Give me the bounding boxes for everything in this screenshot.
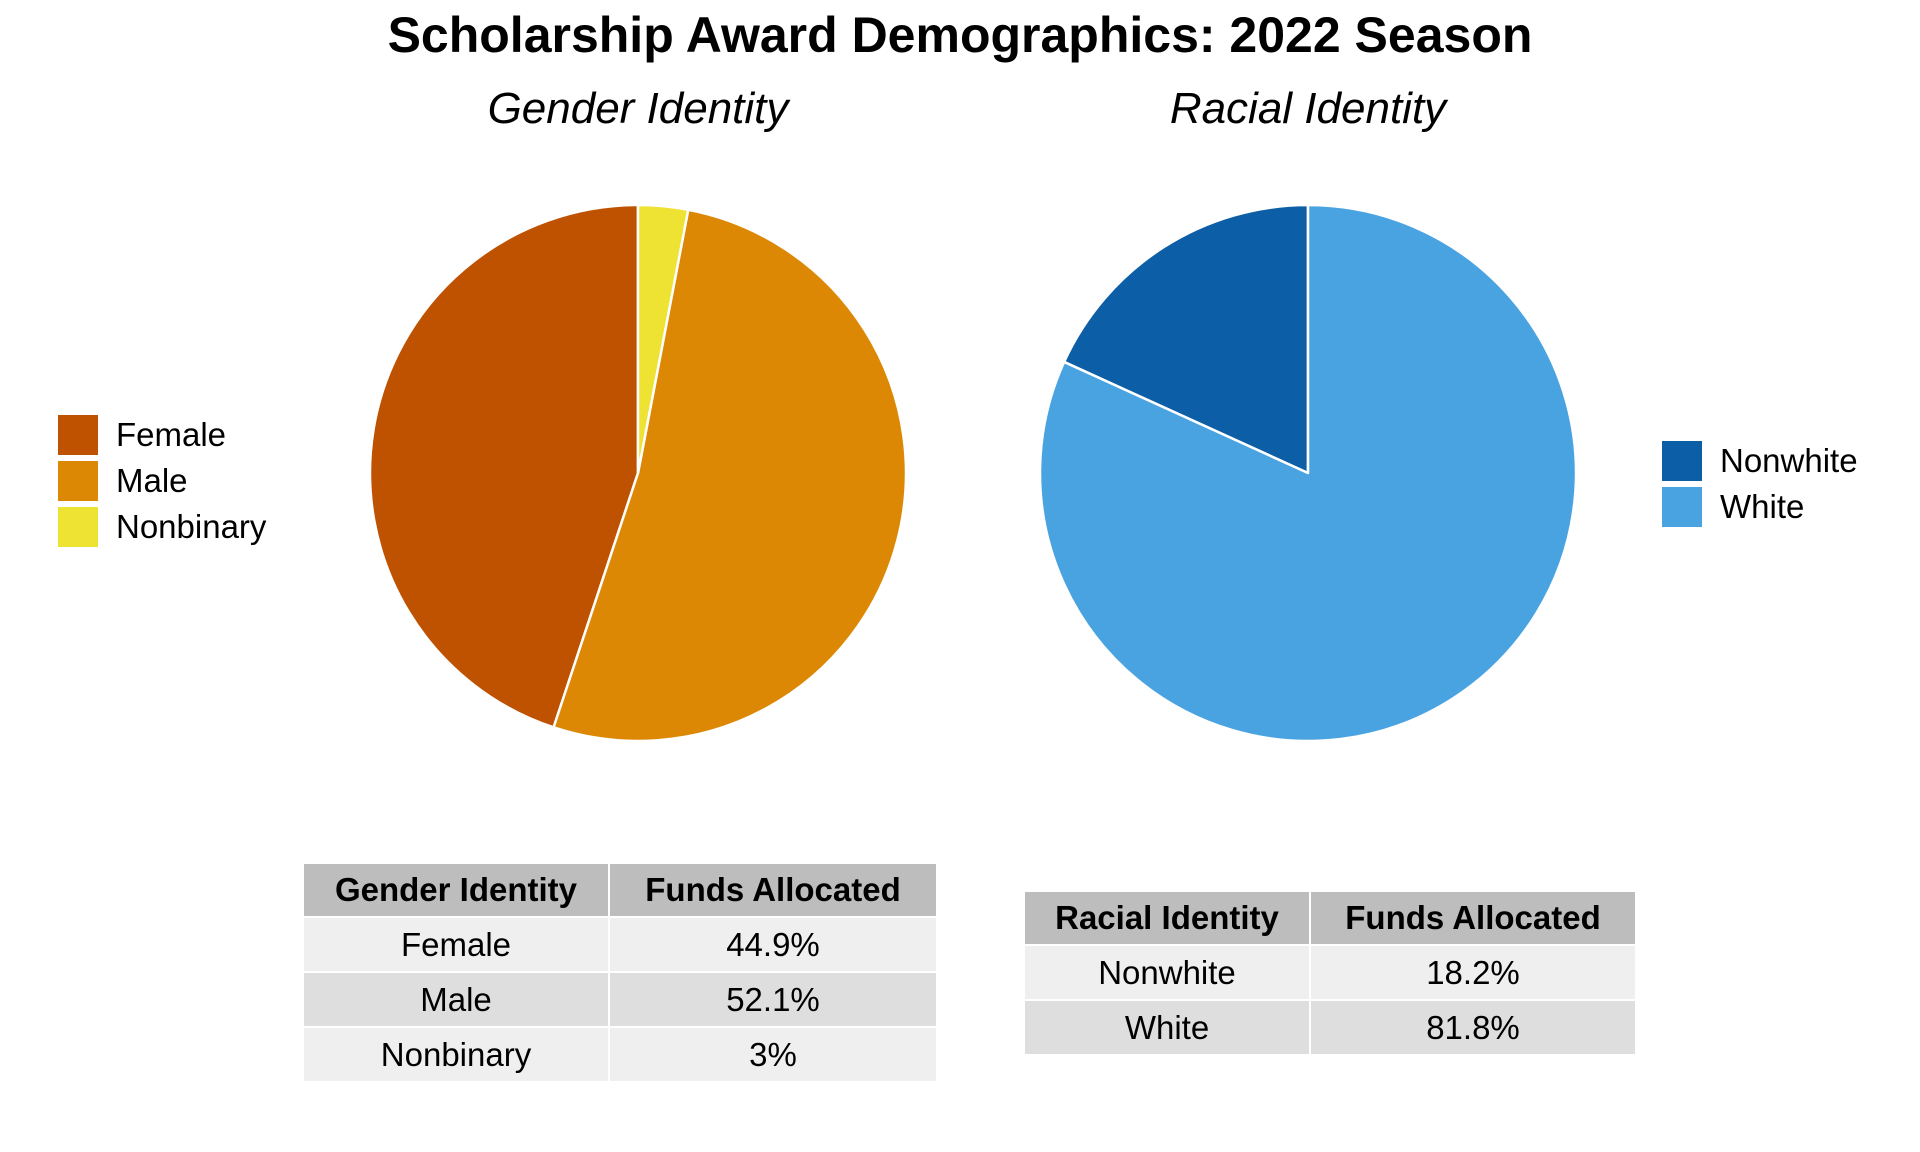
table-row: Male 52.1% — [302, 971, 938, 1028]
pie-slice-white — [1038, 203, 1578, 743]
pie-slice-nonwhite — [1062, 203, 1310, 475]
table-cell-funds: 44.9% — [608, 916, 938, 973]
table-header-funds-allocated: Funds Allocated — [608, 862, 938, 918]
table-row: Nonbinary 3% — [302, 1026, 938, 1083]
table-cell-category: Male — [302, 971, 610, 1028]
table-cell-funds: 18.2% — [1309, 944, 1637, 1001]
table-cell-category: Nonbinary — [302, 1026, 610, 1083]
table-row: White 81.8% — [1023, 999, 1637, 1056]
table-cell-funds: 3% — [608, 1026, 938, 1083]
legend-label-nonbinary: Nonbinary — [116, 508, 267, 545]
table-cell-category: Nonwhite — [1023, 944, 1311, 1001]
race-pie-title: Racial Identity — [1169, 84, 1447, 133]
table-cell-category: White — [1023, 999, 1311, 1056]
race-funds-table: Racial Identity Funds Allocated Nonwhite… — [1023, 890, 1637, 1056]
gender-funds-table: Gender Identity Funds Allocated Female 4… — [302, 862, 938, 1083]
chart-title: Scholarship Award Demographics: 2022 Sea… — [387, 7, 1533, 63]
table-header-row: Gender Identity Funds Allocated — [302, 862, 938, 918]
table-cell-category: Female — [302, 916, 610, 973]
race-pie — [1038, 203, 1578, 743]
legend-swatch-white — [1662, 487, 1702, 527]
table-cell-funds: 52.1% — [608, 971, 938, 1028]
legend-label-female: Female — [116, 416, 227, 453]
legend-swatch-nonbinary — [58, 507, 98, 547]
legend-swatch-female — [58, 415, 98, 455]
table-row: Female 44.9% — [302, 916, 938, 973]
gender-pie — [368, 203, 908, 743]
table-header-funds-allocated: Funds Allocated — [1309, 890, 1637, 946]
gender-pie-title: Gender Identity — [487, 84, 789, 133]
table-header-gender-identity: Gender Identity — [302, 862, 610, 918]
table-cell-funds: 81.8% — [1309, 999, 1637, 1056]
legend-swatch-nonwhite — [1662, 441, 1702, 481]
pie-slice-male — [552, 208, 908, 743]
legend-label-male: Male — [116, 462, 188, 499]
legend-swatch-male — [58, 461, 98, 501]
pie-slice-nonbinary — [636, 203, 690, 475]
table-row: Nonwhite 18.2% — [1023, 944, 1637, 1001]
legend-label-nonwhite: Nonwhite — [1720, 442, 1858, 479]
table-header-row: Racial Identity Funds Allocated — [1023, 890, 1637, 946]
legend-label-white: White — [1720, 488, 1805, 525]
table-header-racial-identity: Racial Identity — [1023, 890, 1311, 946]
pie-slice-female — [368, 203, 640, 729]
